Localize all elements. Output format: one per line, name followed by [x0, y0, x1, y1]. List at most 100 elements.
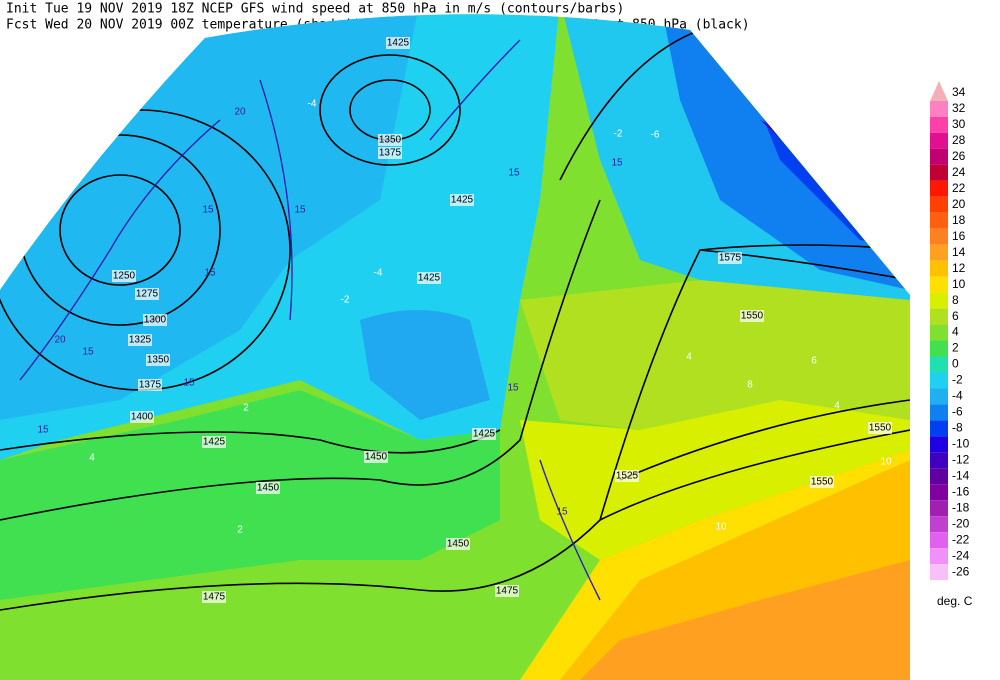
- height-contour-label-bg: [386, 37, 410, 49]
- height-contour-label-bg: [615, 470, 639, 482]
- colorbar-label: 26: [952, 149, 966, 163]
- colorbar-label: 14: [952, 245, 966, 259]
- temperature-label: -2: [614, 129, 623, 140]
- height-contour-label-bg: [868, 422, 892, 434]
- height-contour-label-bg: [740, 310, 764, 322]
- colorbar-cell: [930, 500, 948, 517]
- colorbar-cell: [930, 228, 948, 245]
- height-contour-label-bg: [143, 314, 167, 326]
- temperature-label: 6: [811, 356, 817, 367]
- wind-contour-label: 15: [508, 168, 520, 179]
- colorbar-label: 22: [952, 181, 966, 195]
- colorbar-cell: [930, 388, 948, 405]
- height-contour-label: 1250: [113, 271, 136, 282]
- colorbar-cell: [930, 372, 948, 389]
- colorbar-label: 20: [952, 197, 966, 211]
- colorbar-cell: [930, 81, 948, 101]
- colorbar-cell: [930, 484, 948, 501]
- colorbar-label: 28: [952, 133, 966, 147]
- colorbar-cell: [930, 404, 948, 421]
- colorbar-cell: [930, 532, 948, 549]
- temperature-label: 2: [237, 525, 243, 536]
- height-contour-label-bg: [417, 272, 441, 284]
- colorbar-label: -2: [952, 373, 963, 387]
- height-contour-label: 1425: [451, 195, 474, 206]
- colorbar-cell: [930, 276, 948, 293]
- height-contour-label: 1325: [129, 335, 152, 346]
- height-contour-label: 1450: [365, 452, 388, 463]
- height-contour-label-bg: [112, 270, 136, 282]
- height-contour-label: 1300: [144, 315, 167, 326]
- colorbar-label: -10: [952, 437, 970, 451]
- height-contour-label: 1475: [203, 592, 226, 603]
- height-contour-label-bg: [472, 428, 496, 440]
- colorbar-label: -14: [952, 468, 970, 482]
- height-contour-label-bg: [810, 476, 834, 488]
- temperature-label: 4: [686, 352, 692, 363]
- colorbar-label: 34: [952, 85, 966, 99]
- colorbar-label: 32: [952, 101, 966, 115]
- colorbar-label: 2: [952, 341, 959, 355]
- height-contour-label-bg: [135, 288, 159, 300]
- height-contour-label: 1550: [741, 311, 764, 322]
- height-contour-label: 1350: [147, 355, 170, 366]
- height-contour-label: 1450: [447, 539, 470, 550]
- colorbar-cell: [930, 340, 948, 357]
- colorbar-label: 16: [952, 229, 966, 243]
- colorbar-cell: [930, 148, 948, 165]
- colorbar-cell: [930, 420, 948, 437]
- temperature-label: -2: [341, 295, 350, 306]
- wind-contour-label: 15: [294, 205, 306, 216]
- height-contour-label: 1375: [139, 380, 162, 391]
- temperature-label: -4: [308, 99, 317, 110]
- wind-contour-label: 15: [37, 425, 49, 436]
- colorbar-unit: deg. C: [937, 594, 973, 608]
- colorbar-label: 30: [952, 117, 966, 131]
- temperature-label: 4: [89, 453, 95, 464]
- colorbar-label: 10: [952, 277, 966, 291]
- wind-contour-label: 20: [234, 107, 246, 118]
- colorbar-cell: [930, 468, 948, 485]
- height-contour-label: 1575: [719, 253, 742, 264]
- colorbar-label: 18: [952, 213, 966, 227]
- colorbar-cell: [930, 100, 948, 117]
- temperature-label: 10: [880, 457, 892, 468]
- colorbar-label: -18: [952, 500, 970, 514]
- height-contour-label-bg: [128, 334, 152, 346]
- temperature-label: -6: [651, 130, 660, 141]
- colorbar-label: 6: [952, 309, 959, 323]
- height-contour-label-bg: [130, 411, 154, 423]
- colorbar-label: 12: [952, 261, 966, 275]
- colorbar-label: -26: [952, 564, 970, 578]
- height-contour-label: 1425: [418, 273, 441, 284]
- colorbar-label: 4: [952, 325, 959, 339]
- colorbar-cell: [930, 196, 948, 213]
- height-contour-label-bg: [256, 482, 280, 494]
- height-contour-label: 1275: [136, 289, 159, 300]
- colorbar-cell: [930, 116, 948, 133]
- colorbar-label: 24: [952, 165, 966, 179]
- height-contour-label: 1475: [496, 586, 519, 597]
- wind-contour-label: 15: [82, 347, 94, 358]
- temperature-label: -4: [374, 268, 383, 279]
- wind-contour-label: 15: [611, 158, 623, 169]
- colorbar-cell: [930, 164, 948, 181]
- height-contour-label-bg: [138, 379, 162, 391]
- height-contour-label-bg: [446, 538, 470, 550]
- wind-contour-label: 15: [183, 378, 195, 389]
- colorbar-cell: [930, 212, 948, 229]
- wind-contour-label: 15: [204, 268, 216, 279]
- wind-contour-label: 15: [507, 383, 519, 394]
- colorbar-cell: [930, 356, 948, 373]
- colorbar-label: 8: [952, 293, 959, 307]
- colorbar-label: 0: [952, 357, 959, 371]
- height-contour-label: 1425: [387, 38, 410, 49]
- height-contour-label: 1550: [869, 423, 892, 434]
- colorbar-label: -16: [952, 484, 970, 498]
- wind-contour-label: 20: [54, 335, 66, 346]
- height-contour-label-bg: [378, 134, 402, 146]
- height-contour-label-bg: [495, 585, 519, 597]
- height-contour-label-bg: [378, 147, 402, 159]
- colorbar-cell: [930, 180, 948, 197]
